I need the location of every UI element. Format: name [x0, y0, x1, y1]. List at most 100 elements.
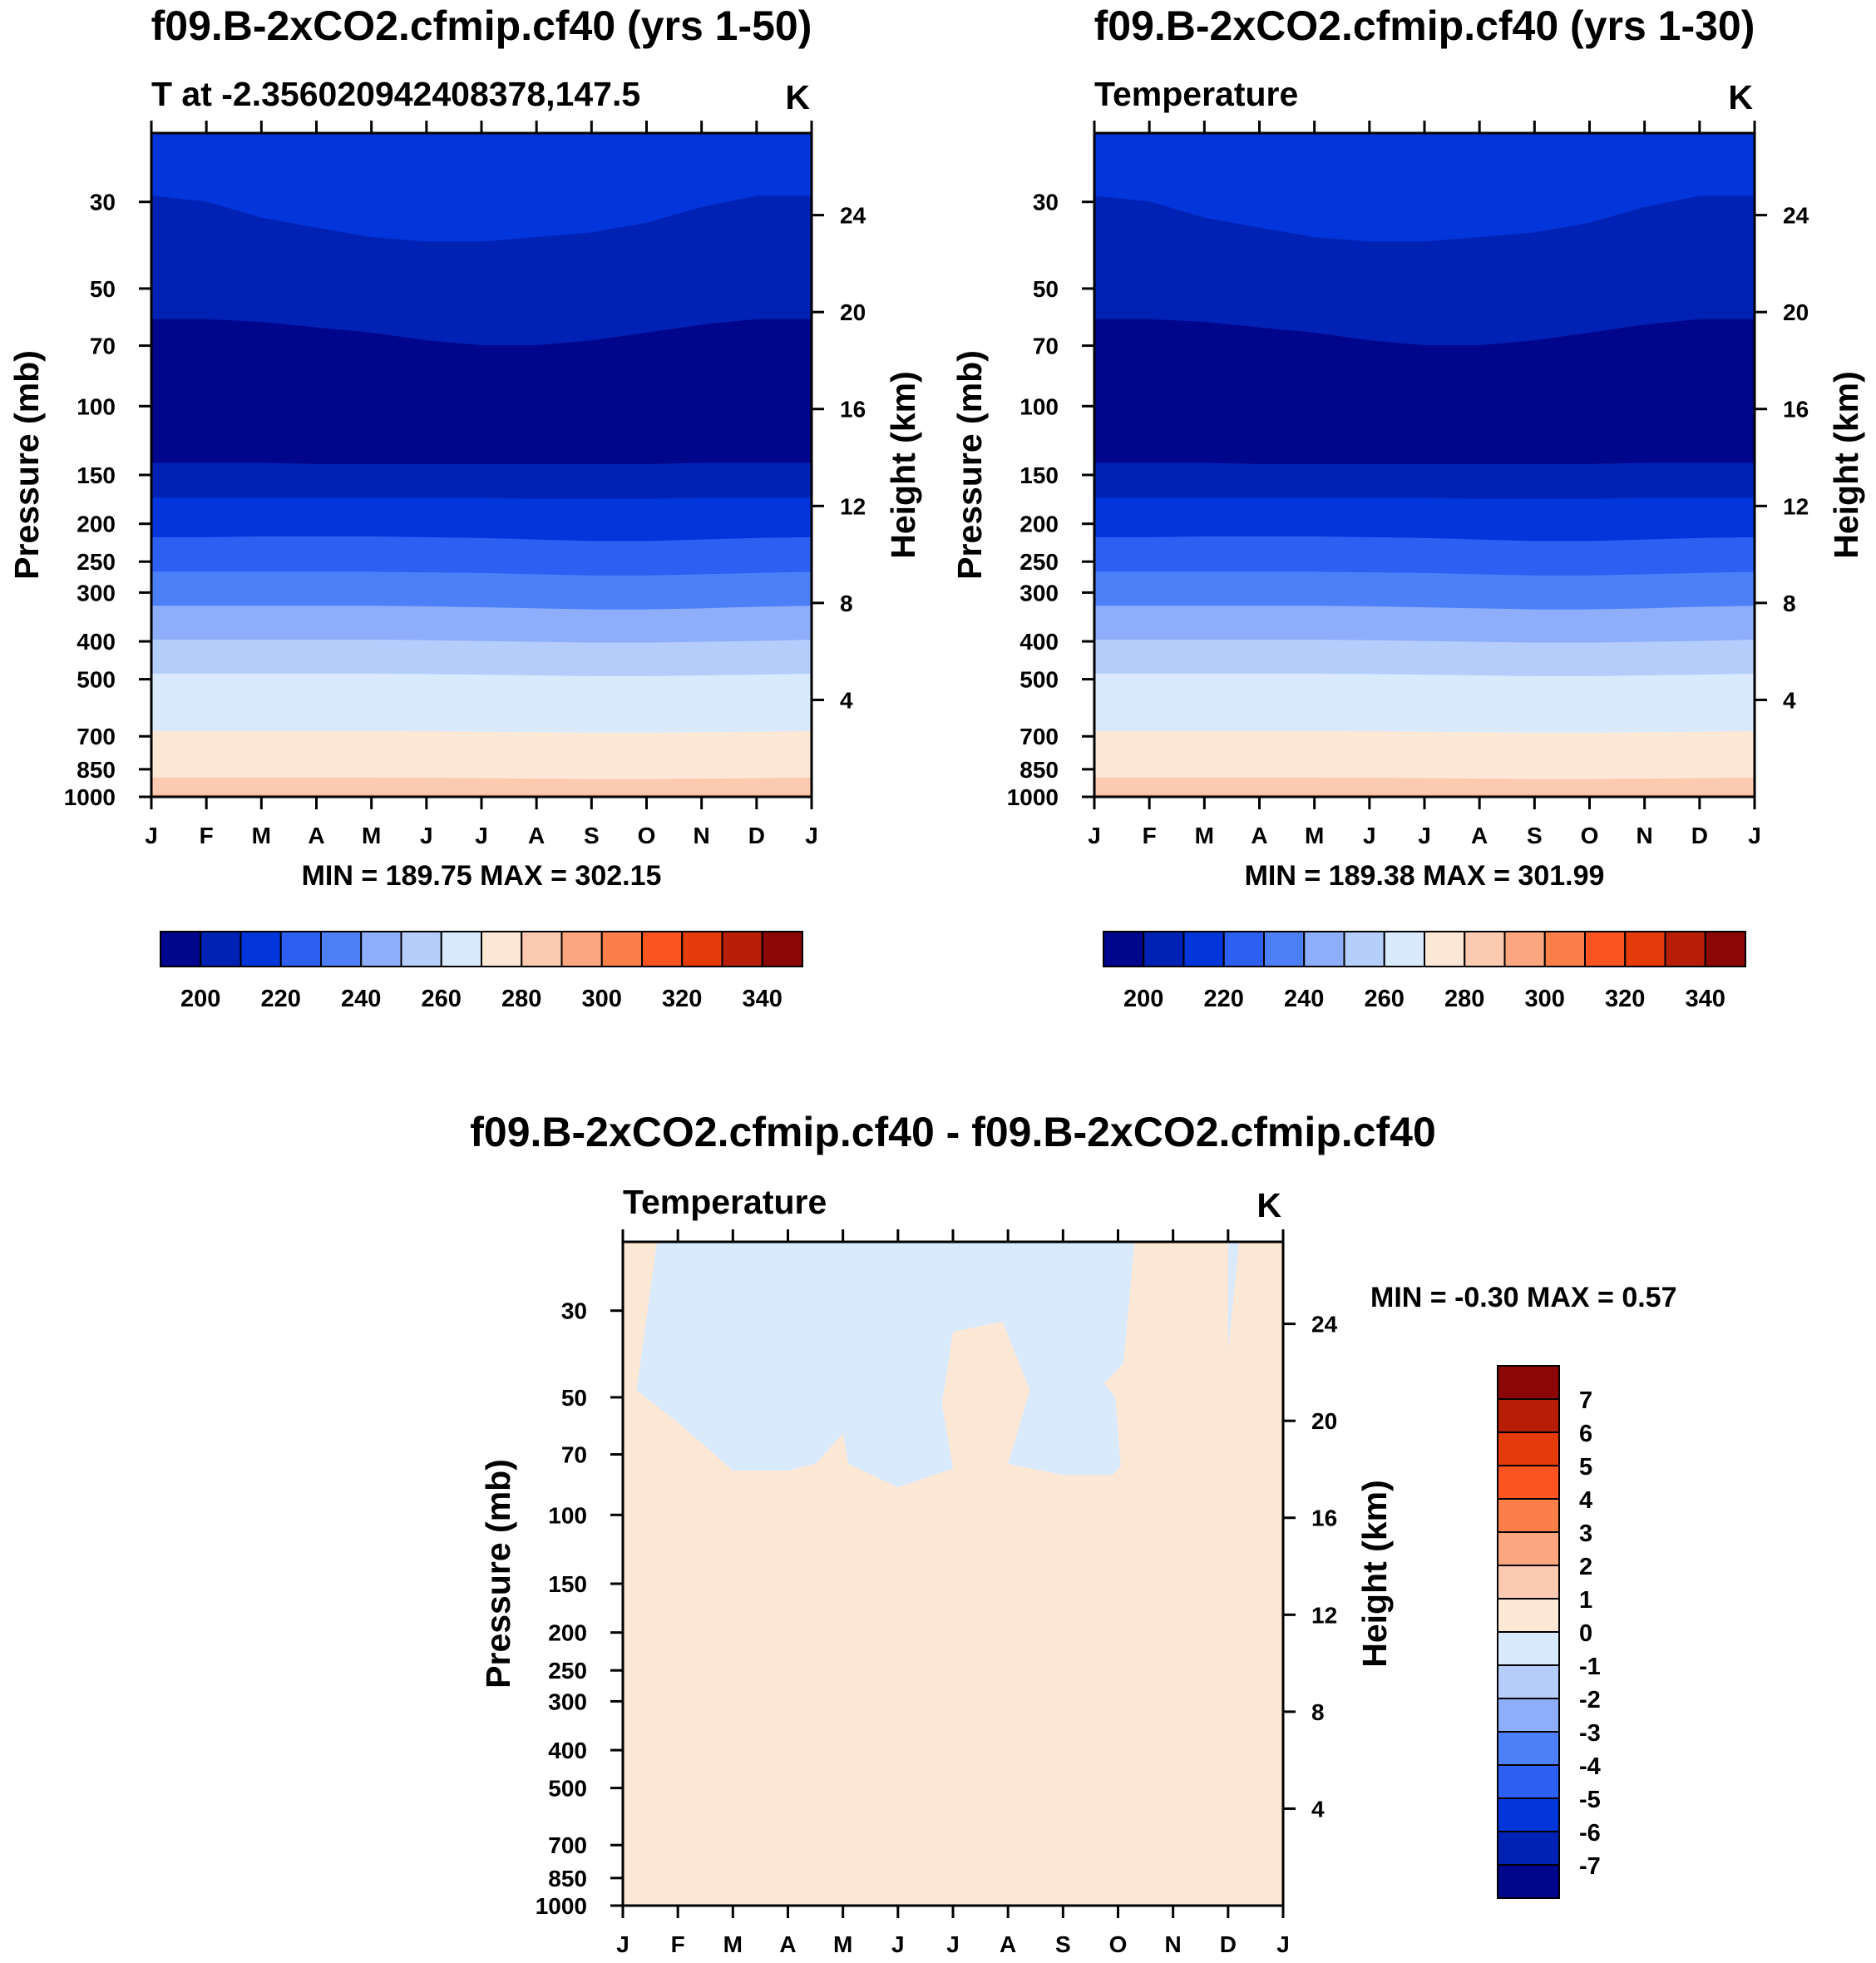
- colorbar-box: [1182, 931, 1225, 967]
- units-label: K: [1256, 1186, 1281, 1224]
- pressure-tick-label: 850: [1019, 757, 1059, 783]
- min-max-text: MIN = 189.75 MAX = 302.15: [302, 860, 662, 892]
- x-tick-label: J: [475, 823, 488, 848]
- colorbar-box: [1497, 1664, 1560, 1699]
- height-tick-label: 24: [1311, 1312, 1338, 1338]
- colorbar-box: [1497, 1764, 1560, 1799]
- x-tick-label: J: [891, 1931, 905, 1957]
- x-tick-label: A: [1000, 1931, 1016, 1957]
- contour-band: [1094, 777, 1755, 797]
- height-tick-label: 16: [1783, 397, 1809, 423]
- left-string: Temperature: [1094, 75, 1298, 113]
- pressure-tick-label: 70: [1033, 334, 1059, 359]
- colorbar-box: [360, 931, 402, 967]
- negative-anomaly-sliver: [1227, 1242, 1240, 1351]
- x-tick-label: A: [779, 1931, 796, 1957]
- colorbar-box: [1343, 931, 1385, 967]
- pressure-tick-label: 200: [1019, 512, 1059, 537]
- colorbar-box: [1584, 931, 1627, 967]
- colorbar-box: [1222, 931, 1265, 967]
- colorbar-label: -1: [1579, 1654, 1601, 1680]
- pressure-axis-title: Pressure (mb): [479, 1459, 517, 1689]
- x-tick-label: A: [528, 823, 545, 848]
- pressure-tick-label: 70: [90, 334, 116, 359]
- colorbar-box: [1263, 931, 1306, 967]
- height-tick-label: 8: [1311, 1699, 1325, 1725]
- colorbar-box: [1497, 1431, 1560, 1466]
- colorbar-box: [1624, 931, 1666, 967]
- x-tick-label: S: [1527, 823, 1543, 848]
- x-tick-label: J: [420, 823, 433, 848]
- pressure-tick-label: 1000: [536, 1893, 587, 1919]
- height-axis: 24 20 16 12 8 4: [1283, 1312, 1338, 1822]
- colorbar-box: [1497, 1498, 1560, 1533]
- pressure-tick-label: 50: [1033, 276, 1059, 302]
- x-tick-label: S: [584, 823, 600, 848]
- colorbar-box: [521, 931, 563, 967]
- height-axis-title: Height (km): [1355, 1480, 1394, 1668]
- colorbar-box: [1143, 931, 1185, 967]
- x-tick-label: F: [671, 1931, 685, 1957]
- pressure-axis-title: Pressure (mb): [7, 350, 46, 580]
- colorbar-label: 280: [501, 986, 541, 1012]
- colorbar-label: 340: [1686, 986, 1725, 1012]
- pressure-tick-label: 70: [561, 1442, 587, 1468]
- pressure-tick-label: 300: [1019, 580, 1059, 606]
- colorbar-box: [1497, 1531, 1560, 1566]
- pressure-tick-label: 300: [548, 1689, 587, 1714]
- pressure-tick-label: 500: [1019, 667, 1059, 693]
- colorbar: -7 -6 -5 -4 -3 -2 -1 0 1 2 3 4 5 6 7: [1497, 1365, 1601, 1899]
- colorbar-label: 260: [1365, 986, 1405, 1012]
- colorbar-box: [1497, 1864, 1560, 1899]
- colorbar-label: 1: [1579, 1587, 1592, 1614]
- colorbar-box: [1464, 931, 1506, 967]
- min-max-text: MIN = 189.38 MAX = 301.99: [1245, 860, 1605, 892]
- x-tick-label: O: [1581, 823, 1599, 848]
- pressure-tick-label: 100: [1019, 393, 1059, 419]
- x-tick-label: O: [638, 823, 656, 848]
- colorbar-label: 6: [1579, 1421, 1592, 1447]
- x-tick-label: M: [833, 1931, 852, 1957]
- x-tick-label: J: [1748, 823, 1761, 848]
- colorbar-label: 200: [180, 986, 220, 1012]
- colorbar-box: [1424, 931, 1466, 967]
- pressure-tick-label: 50: [561, 1385, 587, 1411]
- colorbar-box: [1497, 1598, 1560, 1633]
- units-label: K: [785, 78, 810, 116]
- colorbar-box: [1497, 1565, 1560, 1600]
- colorbar-box: [1543, 931, 1586, 967]
- pressure-tick-label: 100: [548, 1502, 587, 1528]
- pressure-tick-label: 250: [548, 1658, 587, 1684]
- colorbar-box: [600, 931, 643, 967]
- colorbar: 200 220 240 260 280 300 320 340: [160, 931, 803, 1012]
- negative-anomaly-region: [636, 1242, 1135, 1488]
- colorbar-label: 300: [1525, 986, 1565, 1012]
- height-axis: 24 20 16 12 8 4: [812, 203, 866, 713]
- x-tick-label: N: [1637, 823, 1653, 848]
- panel-3: J F M A M J J A S O N D J305070100150200250300400500…: [470, 1109, 1676, 1957]
- x-tick-label: N: [1165, 1931, 1182, 1957]
- x-tick-label: D: [1220, 1931, 1237, 1957]
- plot-area: [151, 133, 812, 797]
- colorbar-box: [239, 931, 282, 967]
- plot-area: [1094, 133, 1755, 797]
- colorbar-label: 320: [662, 986, 702, 1012]
- x-tick-label: F: [200, 823, 214, 848]
- height-tick-label: 20: [1311, 1408, 1337, 1434]
- height-tick-label: 24: [1783, 203, 1809, 229]
- left-string: Temperature: [623, 1183, 827, 1221]
- colorbar-label: -4: [1579, 1753, 1601, 1780]
- colorbar-box: [1497, 1797, 1560, 1832]
- pressure-tick-label: 300: [77, 580, 116, 606]
- pressure-tick-label: 700: [548, 1832, 587, 1858]
- colorbar-box: [1503, 931, 1546, 967]
- height-tick-label: 16: [1311, 1506, 1337, 1531]
- pressure-tick-label: 700: [77, 724, 116, 749]
- colorbar-box: [560, 931, 603, 967]
- height-axis: 24 20 16 12 8 4: [1755, 203, 1809, 713]
- colorbar-label: 320: [1605, 986, 1645, 1012]
